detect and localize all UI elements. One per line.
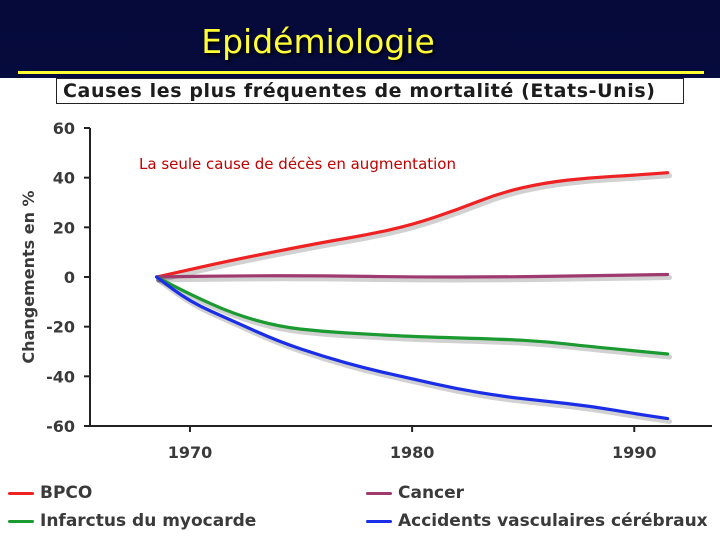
chart-annotation: La seule cause de décès en augmentation: [139, 155, 456, 173]
slide-title: Epidémiologie: [201, 22, 435, 61]
legend-swatch-cancer: [366, 491, 392, 495]
legend-swatch-bpco: [8, 491, 34, 495]
chart-panel: [0, 78, 720, 540]
series-line-cancer: [155, 272, 670, 279]
series-line-bpco: [155, 171, 670, 279]
legend-item-bpco: BPCO: [8, 483, 92, 503]
series-line-infarctus-du-myocarde: [155, 275, 670, 356]
legend-label-cancer: Cancer: [398, 483, 465, 503]
legend-swatch-avc: [366, 519, 392, 523]
legend-label-infarctus: Infarctus du myocarde: [40, 511, 257, 531]
y-tick-label--40: -40: [46, 367, 75, 386]
series-shadow-accidents-vasculaires-c-r-braux: [156, 277, 673, 425]
legend-item-avc: Accidents vasculaires cérébraux: [366, 511, 708, 531]
x-tick-label-1980: 1980: [390, 443, 435, 462]
y-tick-label-20: 20: [53, 218, 75, 237]
y-tick-label-0: 0: [64, 268, 75, 287]
title-underline: [18, 71, 704, 74]
chart-title: Causes les plus fréquentes de mortalité …: [56, 78, 684, 104]
y-tick-label-40: 40: [53, 169, 75, 188]
y-tick-label--20: -20: [46, 318, 75, 337]
series-line-accidents-vasculaires-c-r-braux: [155, 275, 670, 421]
series-shadow-bpco: [156, 173, 673, 283]
legend-label-bpco: BPCO: [40, 483, 93, 503]
legend-swatch-infarctus: [8, 519, 34, 523]
series-shadow-cancer: [156, 275, 673, 283]
x-tick-label-1970: 1970: [168, 443, 213, 462]
legend-label-avc: Accidents vasculaires cérébraux: [398, 511, 708, 531]
legend-item-cancer: Cancer: [366, 483, 464, 503]
y-tick-label--60: -60: [46, 417, 75, 436]
series-shadow-infarctus-du-myocarde: [156, 277, 673, 360]
legend-item-infarctus: Infarctus du myocarde: [8, 511, 256, 531]
x-tick-label-1990: 1990: [612, 443, 657, 462]
y-tick-label-60: 60: [53, 119, 75, 138]
y-axis-label: Changements en %: [19, 190, 38, 363]
